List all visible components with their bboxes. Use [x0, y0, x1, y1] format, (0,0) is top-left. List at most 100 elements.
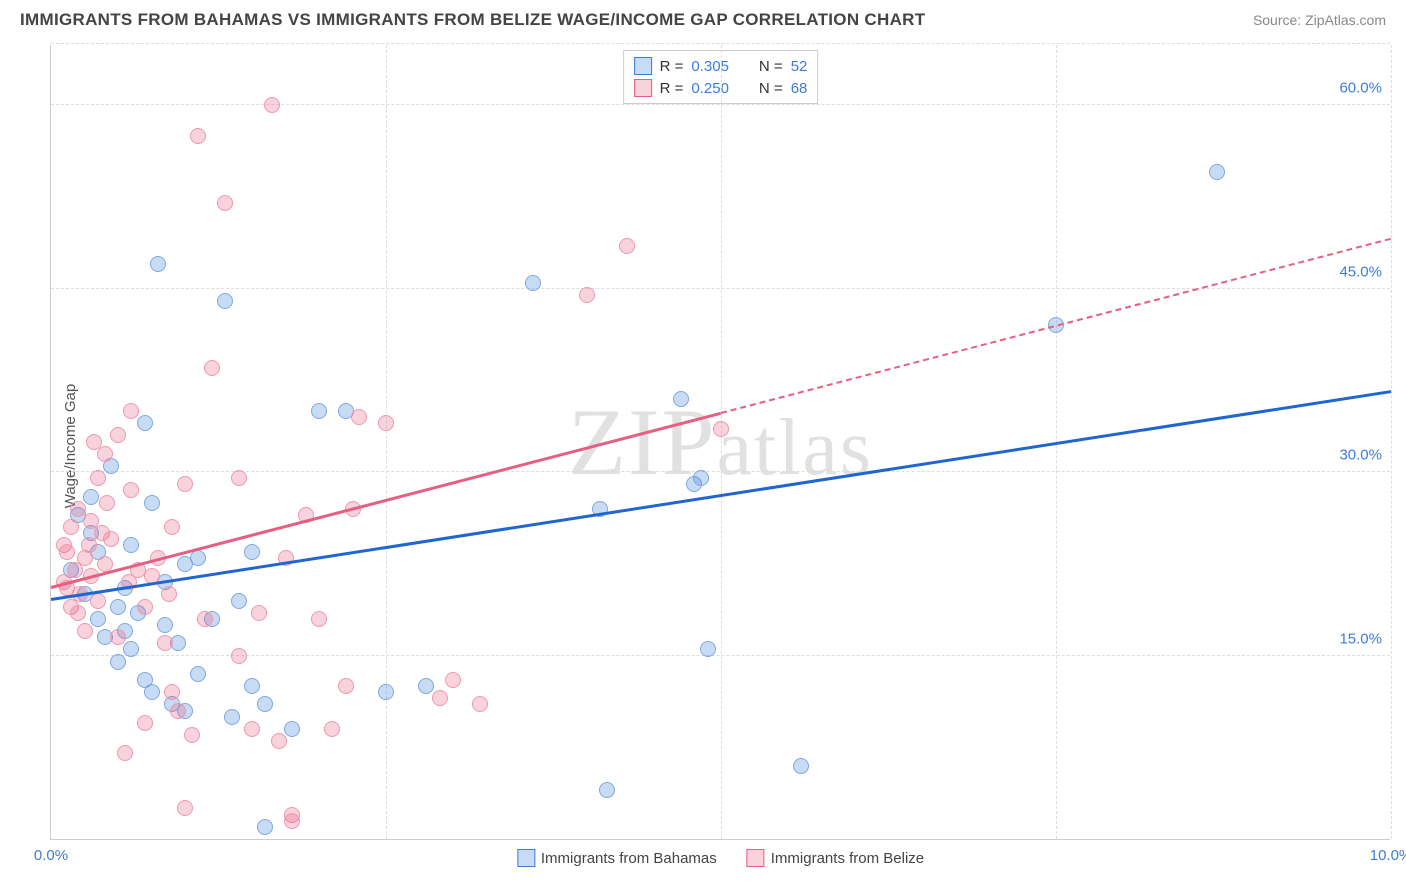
scatter-point-belize [63, 519, 79, 535]
scatter-point-bahamas [311, 403, 327, 419]
scatter-point-bahamas [257, 696, 273, 712]
scatter-point-belize [90, 470, 106, 486]
scatter-point-belize [231, 648, 247, 664]
scatter-point-bahamas [150, 256, 166, 272]
scatter-point-bahamas [137, 672, 153, 688]
scatter-point-belize [97, 446, 113, 462]
scatter-point-belize [110, 427, 126, 443]
y-tick-label: 15.0% [1339, 630, 1382, 647]
scatter-point-belize [351, 409, 367, 425]
scatter-point-belize [123, 403, 139, 419]
scatter-chart: ZIPatlas R =0.305N =52R =0.250N =68 Immi… [50, 45, 1390, 840]
scatter-point-bahamas [190, 550, 206, 566]
n-label: N = [759, 80, 783, 97]
scatter-point-bahamas [190, 666, 206, 682]
scatter-point-belize [77, 623, 93, 639]
scatter-point-bahamas [83, 489, 99, 505]
scatter-point-belize [177, 800, 193, 816]
scatter-point-belize [264, 97, 280, 113]
scatter-point-belize [164, 684, 180, 700]
scatter-point-belize [59, 544, 75, 560]
gridline-vertical [721, 45, 722, 839]
scatter-point-belize [338, 678, 354, 694]
scatter-point-belize [70, 605, 86, 621]
scatter-point-bahamas [244, 544, 260, 560]
scatter-point-belize [251, 605, 267, 621]
gridline-vertical [1391, 45, 1392, 839]
source-label: Source: ZipAtlas.com [1253, 12, 1386, 28]
scatter-point-belize [378, 415, 394, 431]
y-tick-label: 60.0% [1339, 80, 1382, 97]
scatter-point-bahamas [144, 495, 160, 511]
scatter-point-belize [204, 360, 220, 376]
y-tick-label: 30.0% [1339, 447, 1382, 464]
scatter-point-bahamas [137, 415, 153, 431]
scatter-point-belize [137, 715, 153, 731]
scatter-point-bahamas [700, 641, 716, 657]
n-value: 52 [791, 58, 808, 75]
r-value: 0.305 [691, 58, 729, 75]
scatter-point-bahamas [418, 678, 434, 694]
scatter-point-bahamas [1209, 164, 1225, 180]
scatter-point-belize [110, 629, 126, 645]
scatter-point-belize [161, 586, 177, 602]
legend-label: Immigrants from Belize [771, 850, 924, 867]
scatter-point-belize [311, 611, 327, 627]
scatter-point-bahamas [284, 721, 300, 737]
y-tick-label: 45.0% [1339, 263, 1382, 280]
scatter-point-belize [271, 733, 287, 749]
scatter-point-belize [445, 672, 461, 688]
r-value: 0.250 [691, 80, 729, 97]
scatter-point-belize [324, 721, 340, 737]
scatter-point-belize [184, 727, 200, 743]
scatter-point-belize [197, 611, 213, 627]
scatter-point-bahamas [123, 537, 139, 553]
scatter-point-belize [177, 476, 193, 492]
scatter-point-belize [472, 696, 488, 712]
scatter-point-bahamas [244, 678, 260, 694]
scatter-point-belize [713, 421, 729, 437]
gridline-horizontal [51, 43, 1390, 44]
chart-title: IMMIGRANTS FROM BAHAMAS VS IMMIGRANTS FR… [20, 10, 925, 30]
legend-label: Immigrants from Bahamas [541, 850, 717, 867]
legend-item: Immigrants from Belize [747, 849, 924, 867]
scatter-point-bahamas [110, 599, 126, 615]
scatter-point-bahamas [378, 684, 394, 700]
scatter-point-bahamas [123, 641, 139, 657]
scatter-point-bahamas [693, 470, 709, 486]
legend-swatch [747, 849, 765, 867]
n-label: N = [759, 58, 783, 75]
scatter-point-belize [190, 128, 206, 144]
legend-swatch [634, 57, 652, 75]
scatter-point-bahamas [110, 654, 126, 670]
scatter-point-belize [579, 287, 595, 303]
scatter-point-bahamas [157, 617, 173, 633]
legend-item: Immigrants from Bahamas [517, 849, 717, 867]
legend-swatch [634, 79, 652, 97]
scatter-point-belize [244, 721, 260, 737]
scatter-point-bahamas [257, 819, 273, 835]
r-label: R = [660, 58, 684, 75]
scatter-point-belize [103, 531, 119, 547]
scatter-point-belize [81, 537, 97, 553]
scatter-point-bahamas [224, 709, 240, 725]
scatter-point-bahamas [90, 611, 106, 627]
gridline-vertical [386, 45, 387, 839]
scatter-point-bahamas [525, 275, 541, 291]
scatter-point-belize [99, 495, 115, 511]
scatter-point-bahamas [599, 782, 615, 798]
scatter-point-belize [231, 470, 247, 486]
r-label: R = [660, 80, 684, 97]
scatter-point-belize [432, 690, 448, 706]
scatter-point-belize [117, 745, 133, 761]
n-value: 68 [791, 80, 808, 97]
scatter-point-belize [70, 501, 86, 517]
scatter-point-bahamas [217, 293, 233, 309]
x-tick-label: 10.0% [1370, 847, 1406, 864]
scatter-point-belize [157, 635, 173, 651]
scatter-point-belize [619, 238, 635, 254]
scatter-point-belize [137, 599, 153, 615]
scatter-point-belize [217, 195, 233, 211]
scatter-point-belize [90, 593, 106, 609]
bottom-legend: Immigrants from Bahamas Immigrants from B… [517, 849, 924, 867]
